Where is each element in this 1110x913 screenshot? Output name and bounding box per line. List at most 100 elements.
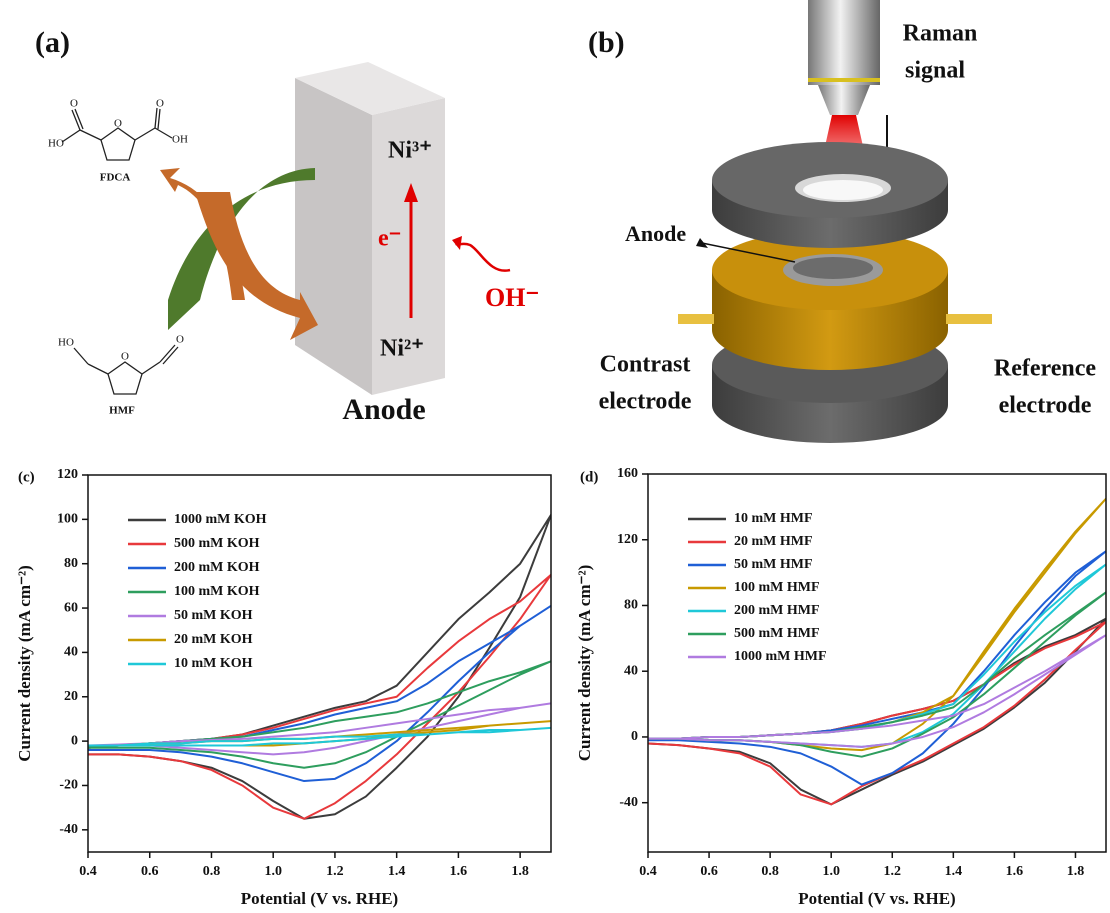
legend-label: 1000 mM KOH: [174, 512, 267, 527]
atom: OH: [172, 134, 188, 146]
x-tick-label: 1.4: [388, 864, 406, 879]
y-tick-label: 40: [624, 663, 638, 678]
x-axis-label: Potential (V vs. RHE): [241, 889, 398, 908]
y-tick-label: 80: [64, 556, 78, 571]
legend-label: 100 mM KOH: [174, 584, 260, 599]
x-tick-label: 1.6: [450, 864, 468, 879]
cv-curve: [648, 619, 1106, 805]
y-tick-label: 100: [57, 512, 78, 527]
arrow-head: [452, 236, 462, 250]
x-tick-label: 1.8: [1067, 864, 1085, 879]
cv-curve: [88, 703, 551, 754]
page: (a) Ni³⁺ e⁻ OH⁻ Ni²⁺ Anode HO O O O OH F…: [0, 0, 1110, 913]
atom: HO: [48, 138, 64, 150]
panel-label: (b): [588, 26, 625, 59]
legend-label: 20 mM KOH: [174, 632, 253, 647]
y-axis-label: Current density (mA cm⁻²): [15, 565, 34, 761]
ni2-label: Ni²⁺: [380, 336, 424, 362]
molecule-name: FDCA: [100, 172, 131, 184]
electron-label: e⁻: [378, 226, 401, 252]
legend-label: 500 mM KOH: [174, 536, 260, 551]
atom: O: [121, 351, 129, 363]
counter-label: Contrast: [600, 352, 691, 378]
chart: (c)0.40.60.81.01.21.41.61.8-40-200204060…: [15, 467, 551, 908]
objective-tip: [818, 85, 870, 115]
y-tick-label: 0: [71, 733, 78, 748]
legend-label: 1000 mM HMF: [734, 649, 827, 664]
atom: HO: [58, 337, 74, 349]
y-tick-label: -40: [59, 822, 78, 837]
raman-label: signal: [905, 58, 965, 84]
y-axis-label: Current density (mA cm⁻²): [575, 565, 594, 761]
legend-label: 500 mM HMF: [734, 626, 820, 641]
y-tick-label: 120: [617, 532, 638, 547]
hydroxide-arrow: [456, 244, 510, 271]
chart: (d) 0.4 0.6 0.8 1.0 1.2 1.4 1.6 1.8 -40 0 40 80 120 16…: [575, 466, 1106, 908]
panel-label: (c): [18, 469, 35, 485]
x-tick-label: 0.4: [639, 864, 657, 879]
x-tick-label: 0.6: [700, 864, 718, 879]
y-tick-label: -20: [59, 778, 78, 793]
legend-label: 200 mM KOH: [174, 560, 260, 575]
atom: O: [156, 98, 164, 110]
legend-label: 200 mM HMF: [734, 603, 820, 618]
hydroxide-label: OH⁻: [485, 283, 539, 312]
charts: (c) 0.4 0.6 0.8 1.0 1.2 1.4 1.6 1.8 -40 -20 0 20 40 60…: [15, 466, 1106, 908]
panel-label: (d): [580, 469, 598, 485]
legend: 1000 mM KOH 500 mM KOH 200 mM KOH 100 mM KO…: [128, 512, 267, 671]
x-tick-label: 1.6: [1006, 864, 1024, 879]
x-tick-label: 0.6: [141, 864, 159, 879]
panel-b: (b) Raman signal Anode Contrast electrod…: [588, 0, 1096, 443]
cv-curve: [648, 499, 1106, 750]
x-tick-label: 0.4: [79, 864, 97, 879]
ni3-label: Ni³⁺: [388, 138, 432, 164]
ring-window-inner: [803, 180, 883, 200]
atom: O: [114, 118, 122, 130]
cv-curve: [88, 575, 551, 819]
atom: O: [70, 98, 78, 110]
objective: [808, 0, 880, 85]
legend-label: 10 mM HMF: [734, 511, 813, 526]
panel-a: (a) Ni³⁺ e⁻ OH⁻ Ni²⁺ Anode HO O O O OH F…: [35, 26, 539, 426]
legend-label: 10 mM KOH: [174, 656, 253, 671]
y-tick-label: 0: [631, 729, 638, 744]
reference-label: electrode: [999, 393, 1092, 419]
anode-caption: Anode: [342, 393, 425, 426]
x-tick-label: 1.0: [822, 864, 840, 879]
cv-curve: [88, 728, 551, 746]
plot-lines: [88, 515, 551, 819]
x-tick-label: 0.8: [761, 864, 779, 879]
panel-label: (a): [35, 26, 70, 59]
anode-foam: [793, 257, 873, 279]
x-tick-label: 1.0: [264, 864, 282, 879]
molecule-name: HMF: [109, 405, 135, 417]
legend-label: 50 mM HMF: [734, 557, 813, 572]
legend-label: 100 mM HMF: [734, 580, 820, 595]
y-tick-label: 80: [624, 598, 638, 613]
arrow-head: [696, 238, 708, 248]
electrode-pin: [678, 314, 714, 324]
anode-label: Anode: [625, 221, 686, 246]
x-tick-label: 1.8: [511, 864, 529, 879]
figure: (a) Ni³⁺ e⁻ OH⁻ Ni²⁺ Anode HO O O O OH F…: [0, 0, 1110, 913]
raman-label: Raman: [903, 21, 978, 47]
x-tick-label: 1.4: [945, 864, 963, 879]
x-tick-label: 1.2: [884, 864, 902, 879]
counter-label: electrode: [599, 389, 692, 415]
atom: O: [176, 334, 184, 346]
y-tick-label: 40: [64, 645, 78, 660]
electrode-pin: [946, 314, 992, 324]
y-tick-label: 20: [64, 689, 78, 704]
y-tick-label: 60: [64, 600, 78, 615]
reference-label: Reference: [994, 356, 1097, 382]
plot-lines: [648, 499, 1106, 805]
y-tick-label: -40: [619, 795, 638, 810]
fdca-structure: [62, 108, 172, 160]
anode-side: [295, 78, 372, 395]
legend-label: 20 mM HMF: [734, 534, 813, 549]
objective-band: [808, 78, 880, 82]
y-tick-label: 160: [617, 466, 638, 481]
legend: 10 mM HMF 20 mM HMF 50 mM HMF 100 mM HMF 200…: [688, 511, 827, 664]
y-tick-label: 120: [57, 467, 78, 482]
x-axis-label: Potential (V vs. RHE): [798, 889, 955, 908]
